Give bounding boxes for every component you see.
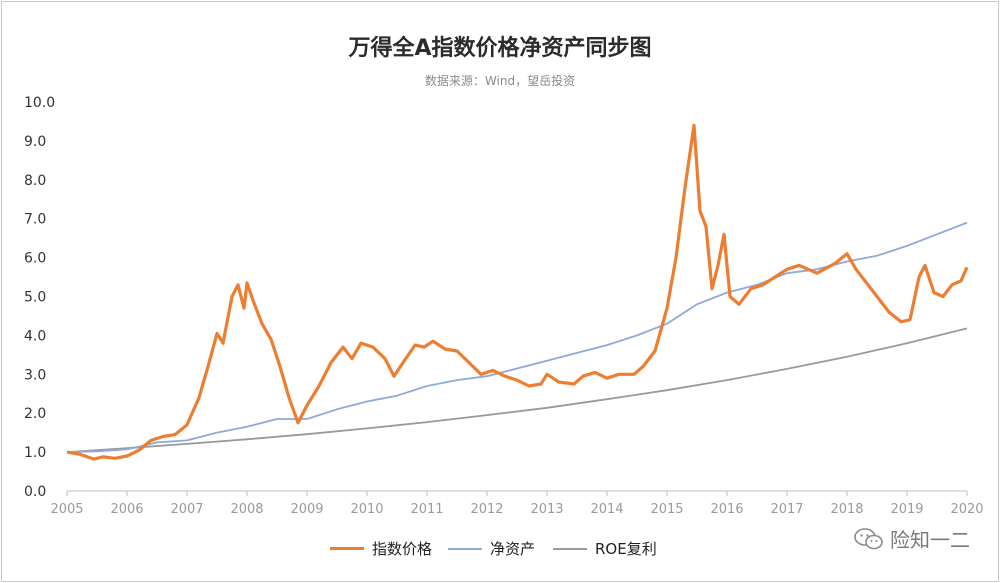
- legend-item-net-assets: 净资产: [448, 538, 535, 559]
- x-tick-label: 2013: [530, 502, 563, 517]
- series-line-index-price: [66, 123, 969, 461]
- y-tick-label: 6.0: [24, 251, 46, 267]
- x-tick-label: 2020: [950, 502, 983, 517]
- legend-label-index-price: 指数价格: [372, 540, 433, 558]
- x-tick-label: 2007: [170, 502, 203, 517]
- chart-subtitle: 数据来源：Wind，望岳投资: [424, 74, 576, 88]
- legend-label-roe-compound: ROE复利: [595, 540, 657, 558]
- chart-title: 万得全A指数价格净资产同步图: [348, 36, 652, 61]
- y-tick-label: 8.0: [24, 173, 46, 189]
- y-tick-label: 3.0: [24, 367, 46, 383]
- y-tick-label: 1.0: [24, 445, 46, 461]
- legend: 指数价格 净资产 ROE复利: [0, 538, 1000, 562]
- x-tick-label: 2015: [650, 502, 683, 517]
- x-tick-label: 2018: [830, 502, 863, 517]
- legend-label-net-assets: 净资产: [490, 540, 536, 558]
- y-tick-label: 2.0: [24, 406, 46, 422]
- x-tick-label: 2009: [290, 502, 323, 517]
- x-tick-label: 2016: [710, 502, 743, 517]
- legend-swatch-index-price: [330, 547, 364, 550]
- legend-swatch-roe-compound: [553, 547, 587, 550]
- y-tick-label: 5.0: [24, 290, 46, 306]
- series-line-roe-compound: [66, 327, 968, 453]
- x-tick-label: 2017: [770, 502, 803, 517]
- x-tick-label: 2019: [890, 502, 923, 517]
- watermark: 险知一二: [854, 524, 970, 553]
- x-tick-label: 2005: [50, 502, 83, 517]
- y-tick-label: 4.0: [24, 328, 46, 344]
- x-tick-label: 2008: [230, 502, 263, 517]
- y-tick-label: 10.0: [24, 95, 55, 111]
- series-layer: [66, 123, 969, 461]
- wechat-icon: [854, 527, 883, 549]
- x-tick-label: 2010: [350, 502, 383, 517]
- x-tick-label: 2006: [110, 502, 143, 517]
- series-line-net-assets: [66, 221, 968, 453]
- x-tick-label: 2011: [410, 502, 443, 517]
- legend-item-index-price: 指数价格: [330, 538, 432, 559]
- legend-item-roe-compound: ROE复利: [553, 538, 657, 559]
- x-tick-label: 2014: [590, 502, 623, 517]
- watermark-text: 险知一二: [890, 528, 970, 552]
- y-tick-label: 0.0: [24, 484, 46, 500]
- y-tick-label: 9.0: [24, 134, 46, 150]
- x-axis: 2005 2006 2007 2008 2009 2010 2011 2012 2013 2014…: [50, 490, 984, 517]
- y-tick-label: 7.0: [24, 212, 46, 228]
- y-axis: 0.0 1.0 2.0 3.0 4.0 5.0 6.0 7.0 8.0 9.0 10.0: [24, 95, 55, 500]
- x-tick-label: 2012: [470, 502, 503, 517]
- legend-swatch-net-assets: [448, 547, 482, 550]
